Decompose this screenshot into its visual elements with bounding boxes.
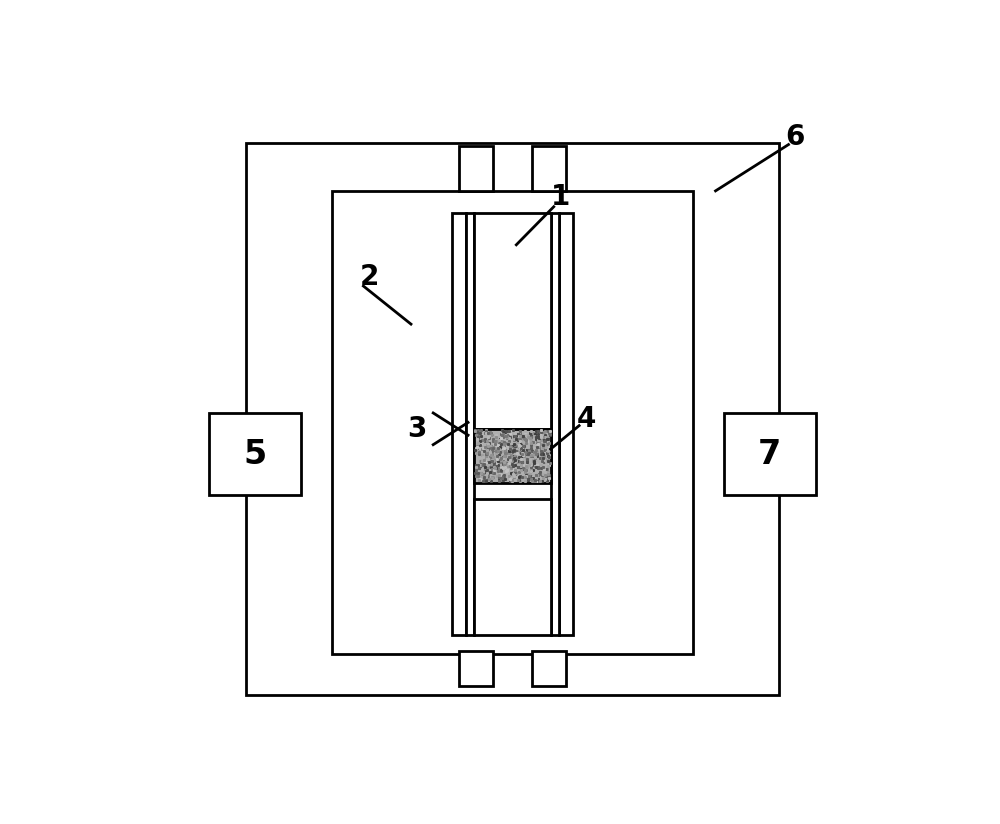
Bar bbox=[532, 651, 566, 686]
Text: 3: 3 bbox=[408, 414, 427, 442]
Bar bbox=[532, 147, 566, 191]
Bar bbox=[209, 413, 301, 495]
Text: 2: 2 bbox=[360, 263, 379, 291]
Bar bbox=[332, 191, 693, 654]
Bar bbox=[474, 213, 551, 428]
Text: 4: 4 bbox=[577, 405, 596, 433]
Bar bbox=[559, 213, 573, 635]
Bar bbox=[459, 147, 493, 191]
Bar bbox=[474, 499, 551, 635]
Bar bbox=[724, 413, 816, 495]
Text: 6: 6 bbox=[785, 123, 805, 151]
Text: 5: 5 bbox=[244, 438, 267, 471]
Bar bbox=[551, 213, 559, 635]
Bar bbox=[459, 651, 493, 686]
Bar bbox=[452, 213, 466, 635]
Bar bbox=[246, 143, 779, 695]
Text: 1: 1 bbox=[550, 183, 570, 211]
Text: 7: 7 bbox=[758, 438, 781, 471]
Bar bbox=[474, 428, 551, 483]
Bar bbox=[466, 213, 474, 635]
